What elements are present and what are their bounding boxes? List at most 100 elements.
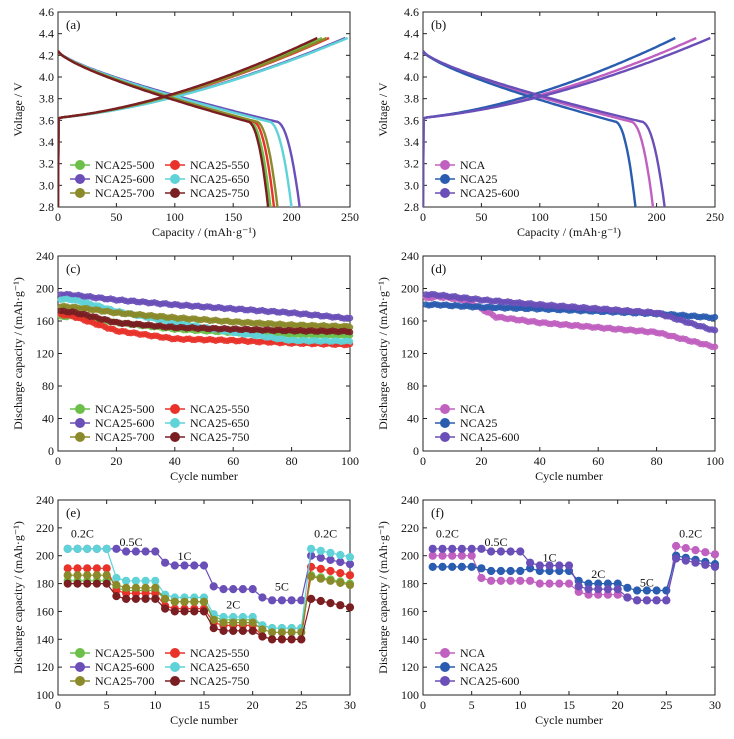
- data-point: [448, 544, 457, 553]
- series-line: [67, 548, 351, 629]
- data-point: [316, 574, 325, 583]
- data-point: [345, 560, 355, 569]
- data-point: [526, 558, 535, 567]
- legend-entry: NCA25-700: [95, 674, 154, 688]
- data-point: [545, 561, 554, 570]
- data-point: [613, 585, 622, 594]
- data-point: [623, 593, 632, 602]
- y-tick-label: 220: [401, 521, 419, 535]
- legend-marker: [440, 404, 450, 414]
- x-tick-label: 25: [295, 698, 307, 712]
- data-point: [516, 547, 525, 556]
- data-point: [199, 561, 209, 570]
- x-tick-label: 100: [166, 210, 184, 224]
- rate-label: 0.2C: [71, 527, 94, 541]
- data-point: [545, 579, 554, 588]
- legend-marker: [440, 174, 450, 184]
- data-point: [63, 579, 72, 588]
- data-point: [477, 573, 486, 583]
- x-tick-label: 100: [341, 454, 359, 468]
- data-point: [219, 626, 228, 636]
- data-point: [131, 583, 140, 592]
- legend-entry: NCA25: [460, 660, 497, 674]
- data-point: [555, 579, 564, 588]
- data-point: [564, 561, 574, 570]
- x-tick-label: 50: [110, 210, 122, 224]
- data-point: [574, 582, 583, 591]
- data-point: [92, 579, 102, 588]
- data-point: [307, 594, 316, 604]
- legend-marker: [440, 432, 450, 442]
- legend-marker: [440, 648, 450, 658]
- data-point: [345, 553, 355, 562]
- data-point: [346, 314, 354, 322]
- legend-marker: [170, 676, 180, 686]
- data-point: [112, 544, 121, 553]
- x-tick-label: 30: [709, 698, 721, 712]
- data-point: [672, 541, 681, 551]
- data-point: [161, 594, 170, 604]
- data-point: [73, 564, 82, 573]
- x-tick-label: 10: [514, 698, 526, 712]
- y-tick-label: 120: [401, 660, 419, 674]
- data-point: [633, 596, 642, 605]
- legend-entry: NCA25-500: [95, 646, 154, 660]
- rate-label: 0.5C: [484, 535, 507, 549]
- data-point: [73, 579, 82, 588]
- data-point: [316, 546, 325, 555]
- y-axis-label: Discharge capacity / (mAh·g⁻¹): [11, 521, 25, 674]
- data-point: [681, 544, 690, 553]
- x-axis-label: Cycle number: [170, 713, 238, 727]
- data-point: [701, 560, 710, 569]
- legend-entry: NCA25-550: [190, 158, 249, 172]
- legend-marker: [170, 418, 180, 428]
- legend-entry: NCA: [460, 402, 486, 416]
- legend-marker: [75, 174, 85, 184]
- x-tick-label: 20: [110, 454, 122, 468]
- legend-marker: [170, 174, 180, 184]
- panel-label: (c): [66, 261, 80, 276]
- data-point: [691, 546, 700, 555]
- data-point: [199, 597, 209, 606]
- data-point: [102, 571, 111, 580]
- x-tick-label: 200: [283, 210, 301, 224]
- legend-marker: [170, 188, 180, 198]
- legend-marker: [440, 160, 450, 170]
- data-point: [496, 547, 505, 556]
- data-point: [457, 562, 466, 572]
- y-tick-label: 4.4: [39, 27, 54, 41]
- data-point: [307, 544, 316, 553]
- y-tick-label: 2.8: [404, 200, 419, 214]
- data-point: [326, 548, 335, 558]
- y-tick-label: 140: [36, 632, 54, 646]
- data-point: [467, 562, 476, 572]
- legend-marker: [75, 432, 85, 442]
- y-tick-label: 4.6: [39, 5, 54, 19]
- data-point: [122, 594, 131, 604]
- data-point: [496, 566, 505, 576]
- y-axis-label: Discharge capacity / (mAh·g⁻¹): [376, 521, 390, 674]
- x-tick-label: 15: [563, 698, 575, 712]
- legend-marker: [170, 432, 180, 442]
- data-point: [180, 561, 189, 570]
- data-point: [487, 547, 496, 556]
- data-point: [238, 626, 247, 636]
- data-point: [112, 580, 121, 590]
- data-point: [170, 561, 179, 570]
- legend-marker: [170, 404, 180, 414]
- legend-marker: [75, 676, 85, 686]
- x-axis-label: Cycle number: [535, 469, 603, 483]
- data-point: [526, 576, 535, 585]
- y-tick-label: 3.8: [404, 92, 419, 106]
- rate-label: 0.5C: [119, 535, 142, 549]
- y-tick-label: 160: [401, 314, 419, 328]
- data-point: [506, 576, 515, 585]
- legend-entry: NCA25-750: [190, 674, 249, 688]
- y-tick-label: 160: [401, 604, 419, 618]
- y-tick-label: 240: [401, 249, 419, 263]
- data-point: [92, 564, 102, 573]
- legend-entry: NCA25-650: [190, 416, 249, 430]
- x-axis-label: Capacity / (mAh·g⁻¹): [517, 225, 621, 239]
- x-tick-label: 5: [104, 698, 110, 712]
